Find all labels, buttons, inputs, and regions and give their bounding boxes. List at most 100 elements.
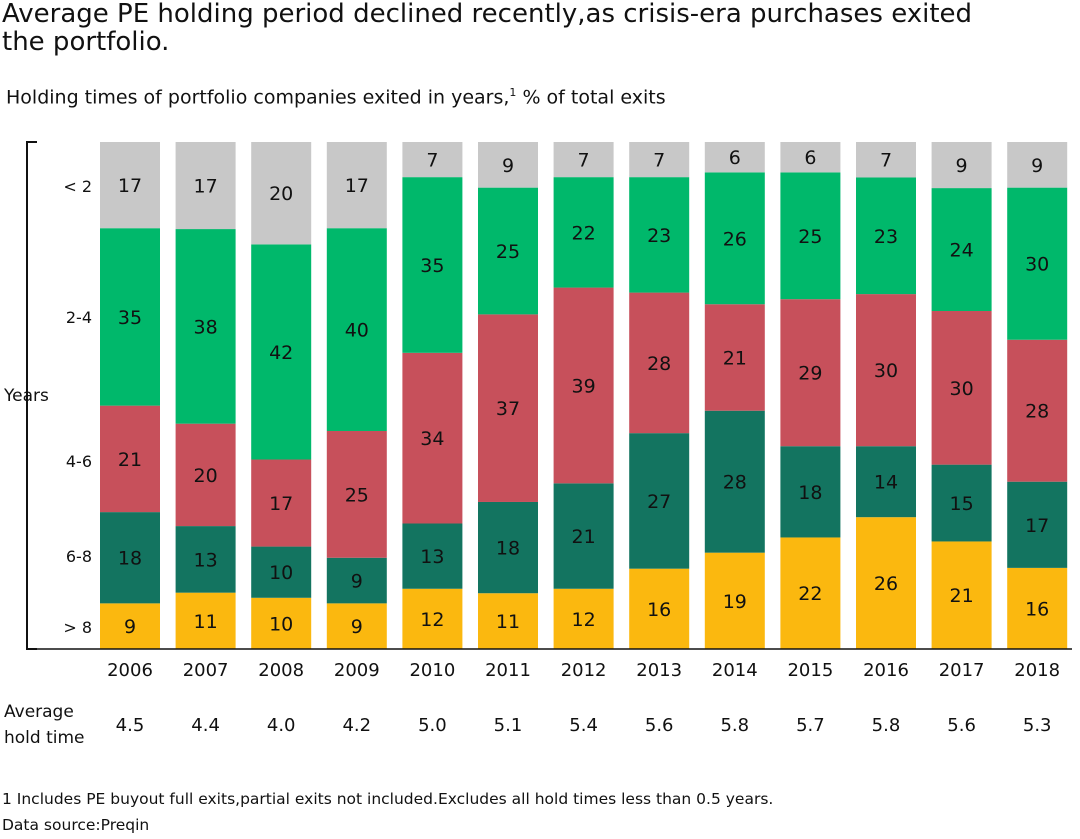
data-label: 25 (345, 484, 369, 506)
data-label: 40 (345, 320, 369, 342)
y-category-label: > 8 (63, 618, 92, 637)
data-label: 6 (729, 147, 741, 169)
data-label: 21 (723, 347, 747, 369)
y-category-label: 6-8 (66, 547, 92, 566)
x-tick-label: 2015 (787, 660, 833, 681)
x-tick-label: 2018 (1014, 660, 1060, 681)
data-label: 12 (572, 609, 596, 631)
data-label: 23 (874, 226, 898, 248)
data-label: 30 (874, 360, 898, 382)
data-label: 26 (874, 573, 898, 595)
average-hold-time-value: 4.2 (342, 715, 371, 736)
bar-segment (478, 187, 538, 315)
bar-segment (780, 142, 841, 173)
y-axis-title: Years (3, 386, 49, 406)
data-label: 18 (798, 482, 822, 504)
data-label: 11 (496, 611, 520, 633)
average-hold-time-value: 5.7 (796, 715, 825, 736)
average-hold-time-value: 5.8 (720, 715, 749, 736)
bar-segment (100, 405, 160, 513)
data-label: 7 (426, 150, 438, 172)
data-label: 6 (804, 147, 816, 169)
bar-segment (478, 501, 538, 594)
y-category-label: < 2 (63, 177, 92, 196)
average-hold-time-value: 5.6 (645, 715, 674, 736)
bar-segment (100, 603, 160, 649)
bar-segment (629, 177, 690, 293)
bar-segment (402, 177, 463, 353)
data-label: 27 (647, 491, 671, 513)
bar-segment (1007, 187, 1068, 340)
bar-segment (629, 433, 690, 569)
bar-segment (326, 228, 387, 431)
subtitle-tail: % of total exits (516, 86, 666, 109)
bar-segment (478, 314, 538, 502)
bar-segment (175, 526, 236, 593)
average-hold-time-value: 5.3 (1023, 715, 1052, 736)
data-label: 9 (351, 571, 363, 593)
data-label: 7 (653, 150, 665, 172)
bar-segment (175, 229, 236, 424)
bar-segment (931, 541, 992, 649)
subtitle-footnote-marker: 1 (509, 86, 517, 99)
bar-segment (251, 459, 312, 547)
stacked-bar-chart: 9 18 21 35 17 2006 4.5 11 13 20 38 17 2007 4.4 10 10 17 4… (3, 141, 1072, 736)
data-label: 30 (1025, 254, 1049, 276)
bar-segment (1007, 481, 1068, 568)
data-label: 13 (420, 546, 444, 568)
x-tick-label: 2012 (561, 660, 607, 681)
bar-segment (251, 142, 312, 245)
data-label: 16 (647, 599, 671, 621)
data-label: 21 (118, 449, 142, 471)
bar-segment (856, 177, 916, 295)
data-label: 9 (351, 616, 363, 638)
data-label: 10 (269, 613, 293, 635)
bar-segment (553, 177, 614, 288)
data-label: 15 (950, 493, 974, 515)
bar-segment (931, 464, 992, 542)
bar-segment (478, 593, 538, 649)
bar-segment (553, 483, 614, 589)
bar-segment (856, 446, 916, 518)
bar-segment (780, 299, 841, 447)
bar-segment (856, 294, 916, 447)
data-label: 20 (269, 183, 293, 205)
bar-segment (478, 142, 538, 188)
average-hold-time-value: 5.0 (418, 715, 447, 736)
data-label: 12 (420, 609, 444, 631)
average-hold-time-value: 5.4 (569, 715, 598, 736)
data-label: 28 (647, 353, 671, 375)
chart-subtitle: Holding times of portfolio companies exi… (6, 86, 666, 108)
data-label: 22 (798, 583, 822, 605)
average-hold-time-value: 5.8 (872, 715, 901, 736)
bar-segment (402, 352, 463, 524)
data-label: 25 (496, 241, 520, 263)
data-label: 17 (345, 175, 369, 197)
bar-segment (100, 228, 160, 406)
data-label: 11 (194, 611, 218, 633)
y-category-label: 2-4 (66, 308, 92, 327)
bar-segment (326, 603, 387, 649)
data-label: 19 (723, 591, 747, 613)
bar-segment (629, 292, 690, 434)
data-label: 17 (194, 176, 218, 198)
data-label: 26 (723, 228, 747, 250)
data-label: 34 (420, 428, 444, 450)
bar-segment (175, 142, 236, 230)
data-label: 21 (572, 526, 596, 548)
bar-segment (553, 588, 614, 649)
x-tick-label: 2017 (939, 660, 985, 681)
x-tick-label: 2006 (107, 660, 153, 681)
x-tick-label: 2009 (334, 660, 380, 681)
bar-segment (175, 592, 236, 649)
y-category-label: 4-6 (66, 452, 92, 471)
bar-segment (553, 287, 614, 484)
average-hold-time-value: 4.5 (116, 715, 145, 736)
average-label-line1: Average (4, 702, 74, 722)
bar-segment (704, 552, 765, 649)
data-label: 28 (1025, 401, 1049, 423)
x-tick-label: 2011 (485, 660, 531, 681)
bar-segment (100, 142, 160, 229)
data-label: 35 (420, 255, 444, 277)
bar-segment (629, 568, 690, 649)
